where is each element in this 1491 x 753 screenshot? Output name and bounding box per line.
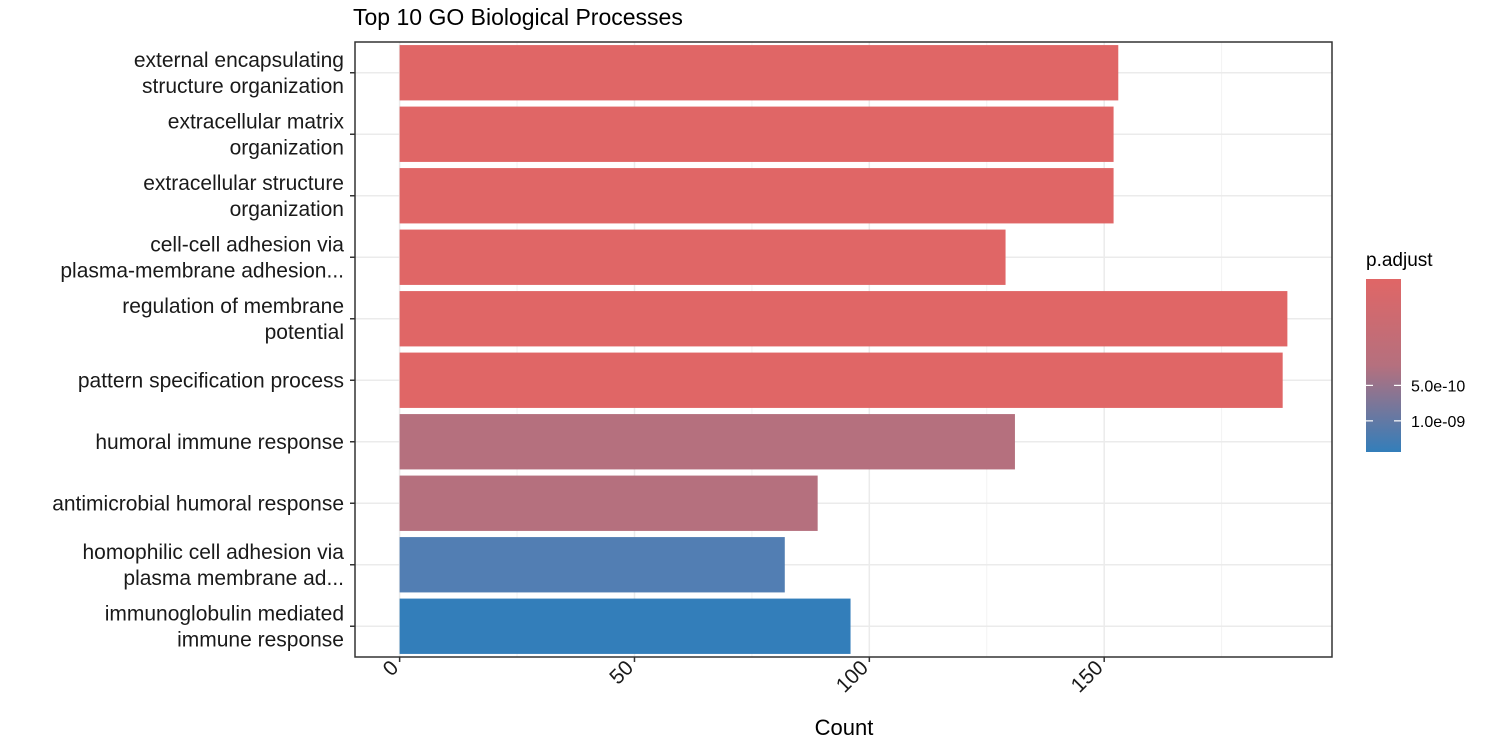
y-tick-label-line: organization: [230, 198, 344, 221]
y-tick-label-line: immunoglobulin mediated: [105, 602, 344, 625]
y-tick-label: homophilic cell adhesion via plasma membr…: [83, 541, 345, 590]
y-tick-label-line: homophilic cell adhesion via: [83, 541, 345, 564]
y-tick-label: extracellular matrix organization: [168, 110, 345, 159]
y-tick-label: antimicrobial humoral response: [52, 492, 344, 515]
bar: [399, 475, 818, 531]
y-tick-label-line: external encapsulating: [134, 49, 344, 72]
bar: [399, 291, 1288, 347]
bar: [399, 414, 1015, 470]
y-tick-label: regulation of membrane potential: [122, 295, 344, 344]
y-tick-label: extracellular structure organization: [143, 172, 344, 221]
chart-title: Top 10 GO Biological Processes: [353, 4, 683, 30]
y-tick-label-line: regulation of membrane: [122, 295, 344, 318]
legend-tick-label: 1.0e-09: [1411, 414, 1465, 431]
y-tick-label-line: pattern specification process: [78, 369, 344, 392]
bar: [399, 106, 1114, 162]
legend-title: p.adjust: [1366, 250, 1433, 271]
y-tick-label: cell-cell adhesion via plasma-membrane ad…: [60, 233, 344, 282]
y-tick-label-line: antimicrobial humoral response: [52, 492, 344, 515]
y-tick-label-line: plasma-membrane adhesion...: [60, 259, 344, 282]
x-tick-label: 150: [1067, 656, 1108, 697]
x-axis-label: Count: [815, 715, 874, 740]
legend-tick-label: 5.0e-10: [1411, 378, 1465, 395]
color-legend: p.adjust 5.0e-10 1.0e-09: [1366, 250, 1465, 452]
y-tick-label-line: organization: [230, 136, 344, 159]
bar: [399, 598, 851, 654]
x-tick-label: 50: [605, 656, 638, 689]
y-tick-label: pattern specification process: [78, 369, 344, 392]
bar: [399, 45, 1119, 101]
y-tick-label-line: structure organization: [142, 75, 344, 98]
y-tick-label-line: potential: [265, 321, 344, 344]
y-tick-label-line: cell-cell adhesion via: [150, 233, 344, 256]
plot-border: [354, 41, 1333, 658]
x-tick-label: 100: [832, 656, 873, 697]
bar: [399, 352, 1283, 408]
y-tick-label-line: plasma membrane ad...: [123, 567, 344, 590]
bar: [399, 229, 1006, 285]
y-tick-label-line: immune response: [177, 628, 344, 651]
y-tick-label: immunoglobulin mediated immune response: [105, 602, 344, 651]
y-tick-label-line: extracellular matrix: [168, 110, 345, 133]
y-tick-label-line: humoral immune response: [95, 431, 344, 454]
bar: [399, 168, 1114, 224]
legend-colorbar: [1366, 279, 1401, 452]
bar: [399, 537, 785, 593]
y-tick-label: humoral immune response: [95, 431, 344, 454]
y-tick-label: external encapsulating structure organiza…: [134, 49, 344, 98]
y-tick-label-line: extracellular structure: [143, 172, 344, 195]
